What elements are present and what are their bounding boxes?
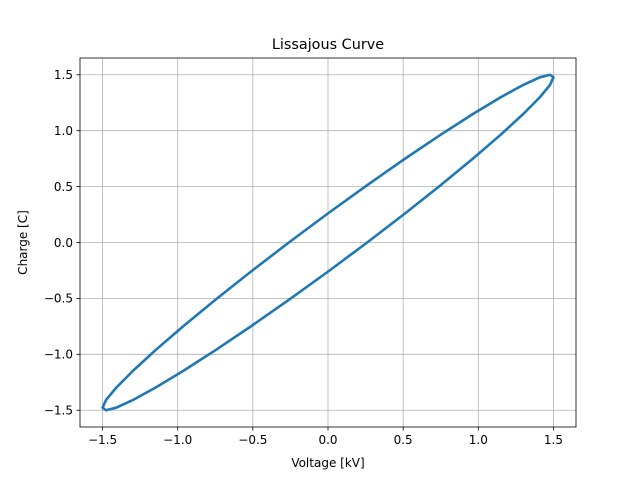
lissajous-series-line [101, 73, 555, 412]
y-axis-ticks: −1.5 −1.0 −0.5 0.0 0.5 1.0 1.5 [44, 68, 80, 418]
x-tick-label: 0.5 [394, 433, 413, 447]
y-tick-label: 1.5 [54, 68, 73, 82]
x-tick-label: 0.0 [318, 433, 337, 447]
x-tick-label: −1.0 [163, 433, 192, 447]
y-tick-label: −1.5 [44, 404, 73, 418]
y-tick-label: 0.0 [54, 236, 73, 250]
grid-lines [80, 58, 576, 427]
x-tick-label: −0.5 [238, 433, 267, 447]
x-axis-ticks: −1.5 −1.0 −0.5 0.0 0.5 1.0 1.5 [88, 427, 563, 447]
x-axis-label: Voltage [kV] [291, 456, 364, 470]
x-tick-label: 1.0 [469, 433, 488, 447]
x-tick-label: 1.5 [544, 433, 563, 447]
y-tick-label: −1.0 [44, 348, 73, 362]
y-tick-label: −0.5 [44, 292, 73, 306]
chart-title: Lissajous Curve [272, 37, 384, 53]
y-axis-label: Charge [C] [16, 210, 30, 275]
y-tick-label: 0.5 [54, 180, 73, 194]
y-tick-label: 1.0 [54, 124, 73, 138]
x-tick-label: −1.5 [88, 433, 117, 447]
data-series-layer [101, 73, 555, 412]
